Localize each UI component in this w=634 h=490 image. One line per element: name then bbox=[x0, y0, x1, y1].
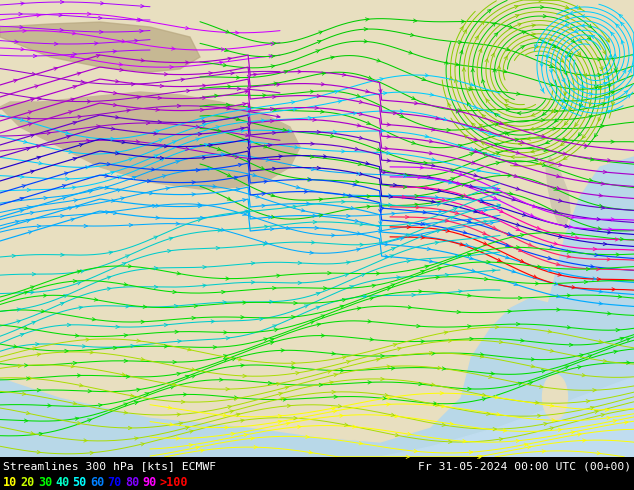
Text: 50: 50 bbox=[73, 476, 87, 489]
Text: 60: 60 bbox=[90, 476, 104, 489]
Text: 10: 10 bbox=[3, 476, 17, 489]
Polygon shape bbox=[0, 22, 200, 72]
Polygon shape bbox=[470, 157, 634, 457]
Text: 30: 30 bbox=[38, 476, 52, 489]
Ellipse shape bbox=[543, 374, 567, 419]
Text: 70: 70 bbox=[107, 476, 122, 489]
Polygon shape bbox=[0, 92, 300, 189]
Text: Streamlines 300 hPa [kts] ECMWF: Streamlines 300 hPa [kts] ECMWF bbox=[3, 461, 216, 471]
Polygon shape bbox=[490, 217, 515, 292]
Polygon shape bbox=[546, 157, 570, 227]
Text: Fr 31-05-2024 00:00 UTC (00+00): Fr 31-05-2024 00:00 UTC (00+00) bbox=[418, 461, 631, 471]
Polygon shape bbox=[380, 377, 634, 457]
Text: >100: >100 bbox=[160, 476, 188, 489]
Text: 40: 40 bbox=[55, 476, 70, 489]
Text: 20: 20 bbox=[20, 476, 35, 489]
Text: 90: 90 bbox=[142, 476, 157, 489]
Polygon shape bbox=[0, 0, 634, 442]
Text: 80: 80 bbox=[125, 476, 139, 489]
